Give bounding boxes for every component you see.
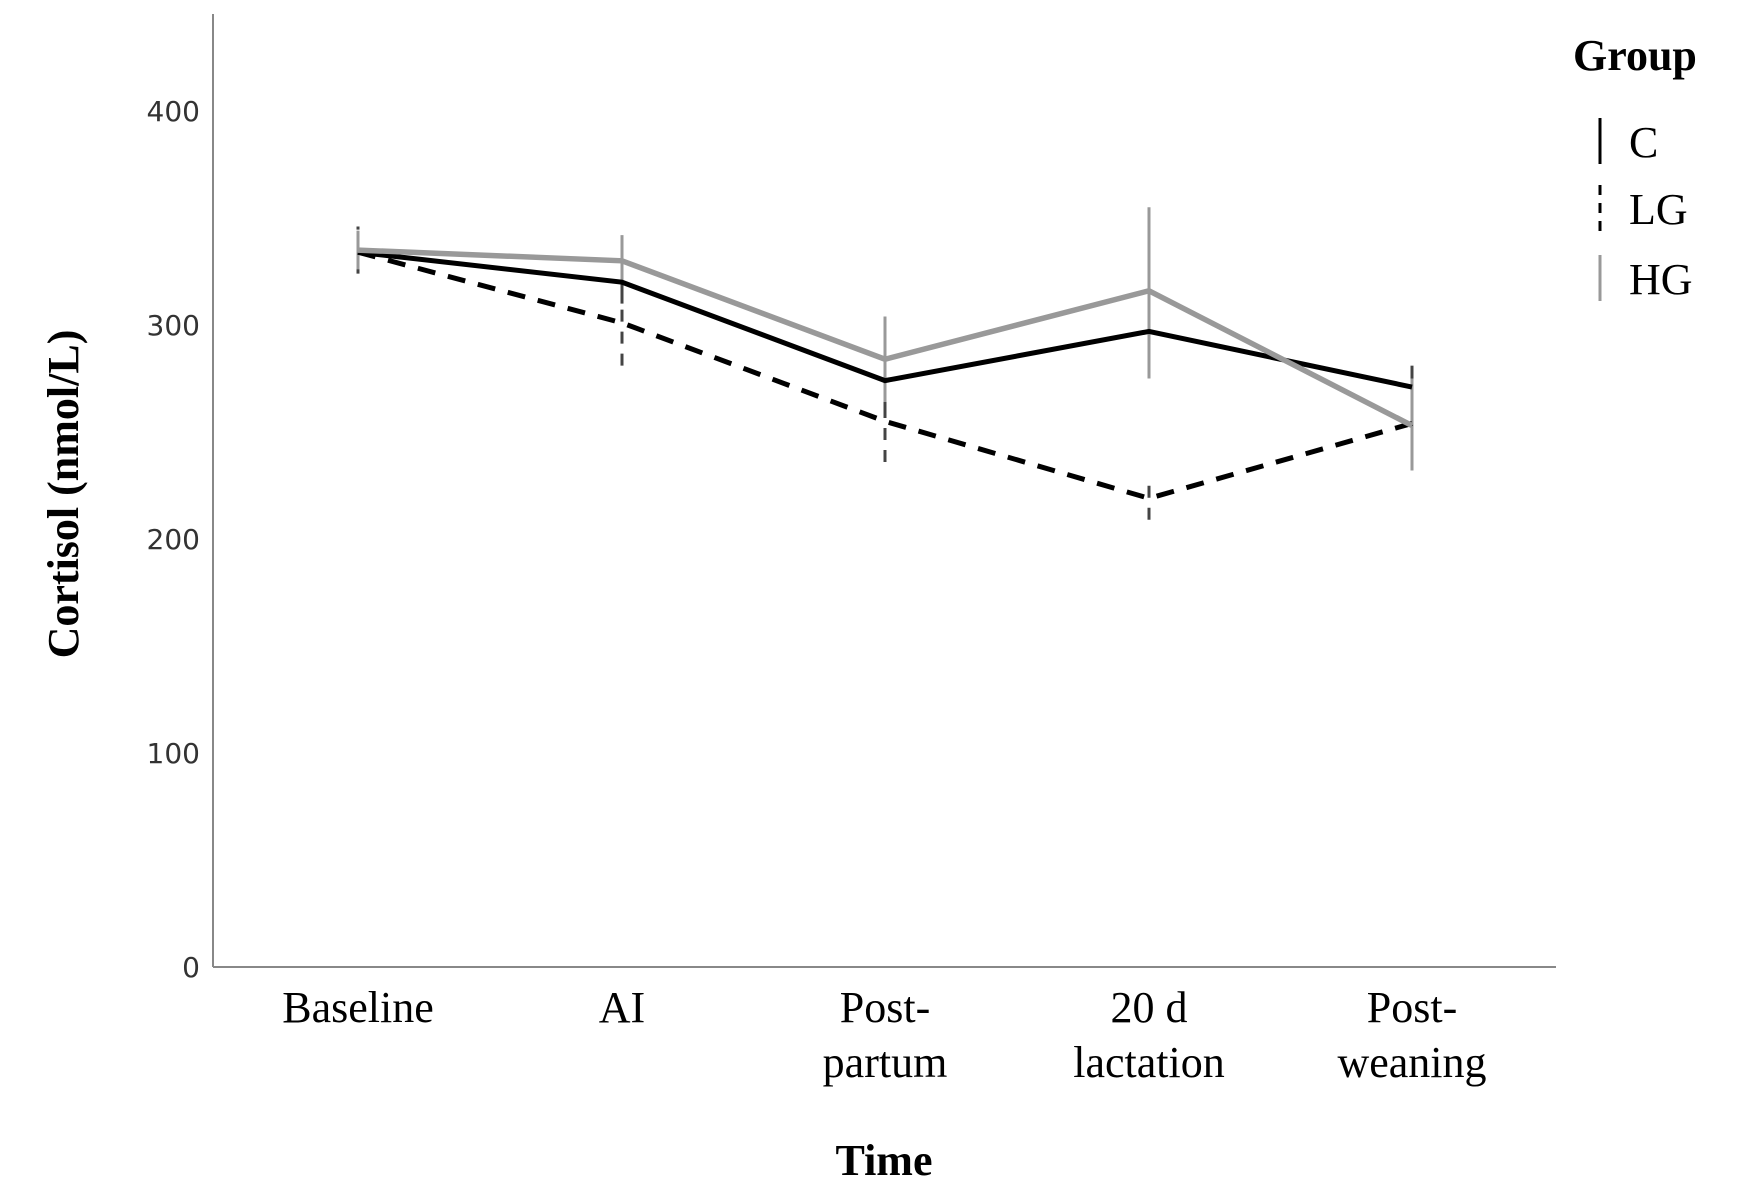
y-tick-label-400: 400 bbox=[147, 95, 200, 128]
x-tick-labels: Baseline AI Post-partum 20 d lactation Post-w… bbox=[282, 983, 1486, 1087]
legend: Group C LG HG bbox=[1573, 31, 1697, 304]
legend-label-LG: LG bbox=[1629, 185, 1688, 234]
legend-title: Group bbox=[1573, 31, 1697, 80]
series-line-C bbox=[357, 249, 1413, 390]
y-tick-label-300: 300 bbox=[147, 309, 200, 342]
x-tick-label-3: 20 d lactation bbox=[1073, 983, 1225, 1087]
y-tick-label-0: 0 bbox=[182, 951, 200, 984]
y-axis-label: Cortisol (nmol/L) bbox=[39, 330, 88, 659]
x-axis-label: Time bbox=[836, 1136, 933, 1185]
legend-label-HG: HG bbox=[1629, 255, 1693, 304]
series-line-HG bbox=[357, 247, 1414, 429]
y-tick-labels: 0 100 200 300 400 bbox=[147, 95, 200, 984]
x-tick-label-4: Post-weaning bbox=[1337, 983, 1486, 1087]
y-tick-label-200: 200 bbox=[147, 523, 200, 556]
series-lines bbox=[357, 247, 1414, 501]
x-tick-label-1: AI bbox=[599, 983, 645, 1032]
x-tick-label-2: Post-partum bbox=[823, 983, 948, 1087]
axes bbox=[212, 14, 1556, 968]
y-tick-label-100: 100 bbox=[147, 737, 200, 770]
x-tick-label-0: Baseline bbox=[282, 983, 434, 1032]
legend-label-C: C bbox=[1629, 118, 1658, 167]
